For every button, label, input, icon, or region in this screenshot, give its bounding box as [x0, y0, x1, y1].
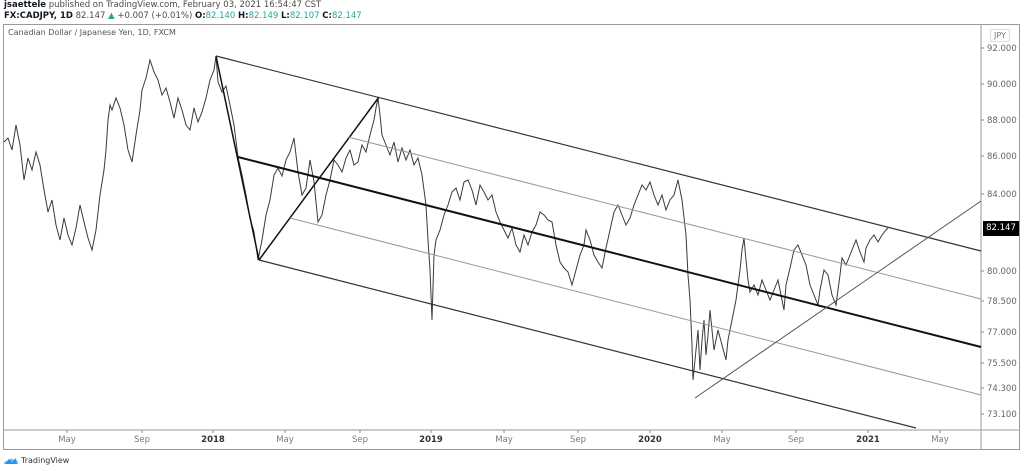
svg-text:Sep: Sep — [352, 435, 368, 445]
svg-text:2018: 2018 — [201, 435, 225, 445]
tradingview-logo[interactable]: TradingView — [4, 456, 69, 465]
svg-text:May: May — [495, 435, 513, 445]
current-price-badge: 82.147 — [983, 221, 1019, 236]
up-arrow-icon: ▲ — [108, 11, 115, 21]
pitchfork-drawing[interactable] — [215, 55, 982, 429]
x-tick: 2018 — [201, 430, 225, 445]
svg-text:2021: 2021 — [856, 435, 880, 445]
x-tick: May — [276, 430, 294, 445]
close-label: C: — [322, 11, 332, 21]
svg-text:Sep: Sep — [570, 435, 586, 445]
x-tick: Sep — [788, 430, 804, 445]
svg-text:77.000: 77.000 — [987, 328, 1017, 338]
svg-text:86.000: 86.000 — [987, 152, 1017, 162]
open-value: 82.140 — [205, 11, 236, 21]
svg-text:80.000: 80.000 — [987, 267, 1017, 277]
pitchfork-upper-tine[interactable] — [215, 55, 982, 252]
currency-badge[interactable]: JPY — [990, 29, 1010, 42]
x-tick: 2021 — [856, 430, 880, 445]
pitchfork-handle-a-b[interactable] — [215, 55, 260, 261]
price-axis[interactable]: 92.000 90.000 88.000 86.000 84.000 80.00… — [981, 44, 1017, 420]
y-tick: 90.000 — [981, 80, 1017, 90]
price-change: +0.007 (+0.01%) — [117, 11, 193, 21]
x-tick: May — [713, 430, 731, 445]
symbol-label: FX:CADJPY, 1D — [4, 11, 73, 21]
y-tick: 77.000 — [981, 328, 1017, 338]
svg-text:May: May — [931, 435, 949, 445]
x-tick: Sep — [134, 430, 150, 445]
y-tick: 73.100 — [981, 410, 1017, 420]
price-series — [3, 55, 889, 381]
svg-text:75.500: 75.500 — [987, 359, 1017, 369]
svg-text:88.000: 88.000 — [987, 116, 1017, 126]
svg-text:90.000: 90.000 — [987, 80, 1017, 90]
y-tick: 80.000 — [981, 267, 1017, 277]
svg-text:73.100: 73.100 — [987, 410, 1017, 420]
y-tick: 86.000 — [981, 152, 1017, 162]
y-tick: 88.000 — [981, 116, 1017, 126]
x-tick: 2019 — [419, 430, 443, 445]
high-label: H: — [238, 11, 249, 21]
svg-text:2019: 2019 — [419, 435, 443, 445]
svg-text:May: May — [713, 435, 731, 445]
author-name[interactable]: jsaettele — [4, 0, 47, 10]
low-value: 82.107 — [289, 11, 320, 21]
high-value: 82.149 — [248, 11, 279, 21]
low-label: L: — [281, 11, 290, 21]
svg-text:Sep: Sep — [134, 435, 150, 445]
y-tick: 74.300 — [981, 384, 1017, 394]
x-tick: May — [58, 430, 76, 445]
chart-frame — [3, 24, 1020, 450]
x-tick: 2020 — [638, 430, 662, 445]
open-label: O: — [194, 11, 206, 21]
pitchfork-median-line[interactable] — [237, 156, 982, 348]
svg-text:84.000: 84.000 — [987, 190, 1017, 200]
y-tick: 92.000 — [981, 44, 1017, 54]
time-axis[interactable]: May Sep 2018 May Sep 2019 May Sep 2020 M… — [58, 430, 949, 445]
symbol-info-line: FX:CADJPY, 1D 82.147 ▲ +0.007 (+0.01%) O… — [4, 11, 362, 22]
x-tick: Sep — [352, 430, 368, 445]
svg-text:92.000: 92.000 — [987, 44, 1017, 54]
tradingview-brand-text: TradingView — [21, 456, 70, 465]
y-tick: 84.000 — [981, 190, 1017, 200]
x-tick: May — [495, 430, 513, 445]
chart-title: Canadian Dollar / Japanese Yen, 1D, FXCM — [8, 28, 176, 37]
pitchfork-lower-tine[interactable] — [258, 259, 917, 429]
x-tick: May — [931, 430, 949, 445]
svg-text:Sep: Sep — [788, 435, 804, 445]
last-price: 82.147 — [75, 11, 106, 21]
pitchfork-upper-inner-line[interactable] — [347, 136, 982, 300]
svg-text:May: May — [276, 435, 294, 445]
close-value: 82.147 — [331, 11, 362, 21]
svg-text:May: May — [58, 435, 76, 445]
publish-text: published on TradingView.com, February 0… — [48, 0, 322, 10]
rising-trendline[interactable] — [694, 200, 982, 399]
svg-text:78.500: 78.500 — [987, 297, 1017, 307]
y-tick: 75.500 — [981, 359, 1017, 369]
publish-info: jsaettele published on TradingView.com, … — [4, 0, 321, 11]
tradingview-cloud-icon — [4, 458, 18, 464]
y-tick: 78.500 — [981, 297, 1017, 307]
x-tick: Sep — [570, 430, 586, 445]
svg-text:2020: 2020 — [638, 435, 662, 445]
pitchfork-lower-inner-line[interactable] — [289, 217, 982, 396]
svg-text:74.300: 74.300 — [987, 384, 1017, 394]
